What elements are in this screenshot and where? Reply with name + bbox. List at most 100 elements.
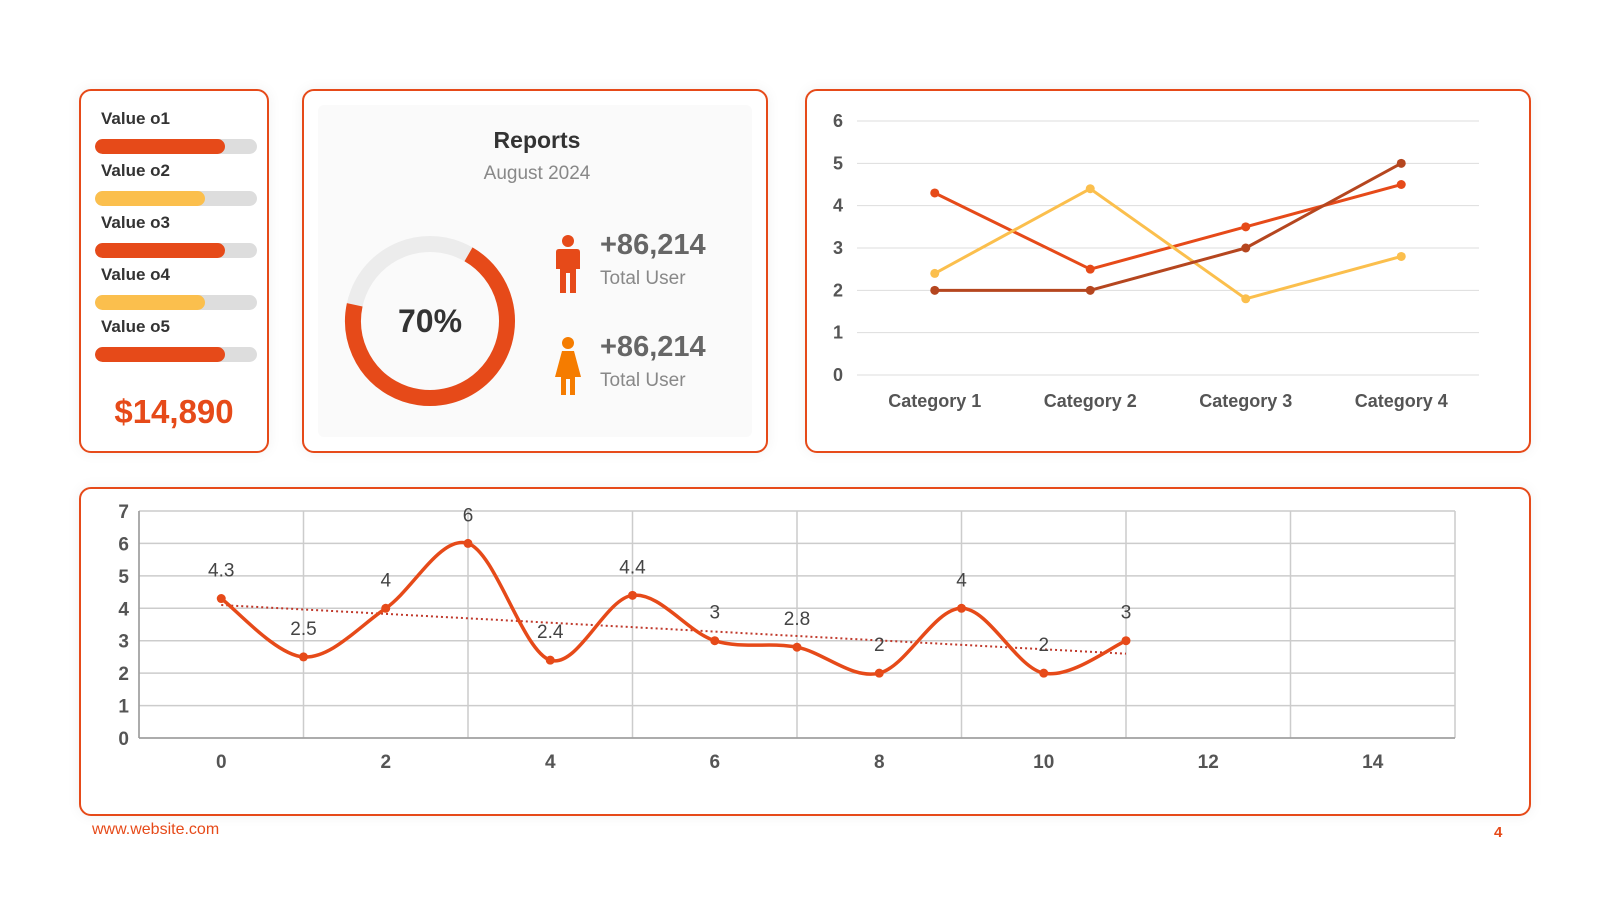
y-tick-label: 3 <box>833 238 843 258</box>
data-label: 3 <box>1121 603 1132 624</box>
x-tick-label: 6 <box>709 752 720 773</box>
data-point <box>1396 251 1406 261</box>
x-tick-label: 12 <box>1198 752 1219 773</box>
data-point <box>1241 222 1251 232</box>
data-point <box>1241 243 1251 253</box>
y-tick-label: 5 <box>118 567 129 588</box>
value-label: Value o4 <box>101 265 170 284</box>
data-label: 4 <box>380 570 391 591</box>
x-tick-label: 10 <box>1033 752 1054 773</box>
y-tick-label: 4 <box>118 599 129 620</box>
data-point <box>1039 668 1049 678</box>
value-progress-track <box>95 139 257 154</box>
value-label: Value o2 <box>101 161 170 180</box>
y-tick-label: 1 <box>118 697 129 718</box>
data-point <box>463 538 473 548</box>
y-tick-label: 6 <box>833 111 843 131</box>
value-progress-fill <box>95 347 225 362</box>
stat-label: Total User <box>600 370 686 391</box>
value-label: Value o3 <box>101 213 170 232</box>
value-progress-track <box>95 243 257 258</box>
total-amount: $14,890 <box>114 393 234 430</box>
donut-chart <box>345 236 515 406</box>
data-point <box>930 268 940 278</box>
footer-url[interactable]: www.website.com <box>92 821 220 838</box>
category-line-chart-card: 0 1 2 3 4 5 6 Category 1 Category 2 Category 3 Cat… <box>805 89 1531 453</box>
value-label: Value o1 <box>101 109 170 128</box>
x-tick-label: 4 <box>545 752 556 773</box>
data-point <box>216 594 226 604</box>
data-point <box>1085 264 1095 274</box>
stat-value: +86,214 <box>600 331 706 363</box>
trend-line-chart-card: 0 1 2 3 4 5 6 7 0 2 4 6 8 10 12 14 4.3 2.5 4 6 2.4 4.4 3 2.8 2 4 2… <box>79 487 1531 816</box>
series-line <box>934 162 1402 292</box>
category-line-chart: 0 1 2 3 4 5 6 Category 1 Category 2 Category 3 Cat… <box>833 111 1479 411</box>
data-point <box>381 603 391 613</box>
value-progress-fill <box>95 139 225 154</box>
data-point <box>1085 184 1095 194</box>
y-tick-label: 5 <box>833 153 843 173</box>
reports-subtitle: August 2024 <box>483 163 591 184</box>
series-line <box>934 187 1402 301</box>
series-line <box>934 183 1402 271</box>
value-progress-track <box>95 347 257 362</box>
stat-label: Total User <box>600 268 686 289</box>
female-user-icon <box>555 337 581 395</box>
data-point <box>792 642 802 652</box>
data-point <box>545 655 555 665</box>
y-tick-label: 2 <box>118 664 129 685</box>
x-tick-label: Category 3 <box>1199 391 1292 411</box>
data-label: 4 <box>956 570 967 591</box>
male-user-icon <box>556 235 580 293</box>
reports-card: Reports August 2024 70% +86,214 Total Us… <box>302 89 768 453</box>
x-tick-label: Category 1 <box>888 391 981 411</box>
value-progress-track <box>95 191 257 206</box>
data-point <box>1396 158 1406 168</box>
trend-line <box>221 604 1127 655</box>
data-label: 2 <box>1038 635 1049 656</box>
x-tick-label: Category 4 <box>1355 391 1448 411</box>
data-point <box>1085 285 1095 295</box>
data-label: 2.8 <box>784 609 810 630</box>
x-tick-label: 14 <box>1362 752 1384 773</box>
data-point <box>299 652 308 662</box>
value-progress-fill <box>95 191 206 206</box>
x-tick-label: Category 2 <box>1044 391 1137 411</box>
y-tick-label: 1 <box>833 323 843 343</box>
y-tick-label: 7 <box>118 502 129 523</box>
x-tick-label: 2 <box>380 752 391 773</box>
data-label: 4.3 <box>208 561 234 582</box>
x-tick-label: 0 <box>216 752 227 773</box>
stat-value: +86,214 <box>600 229 706 261</box>
data-point <box>710 636 720 646</box>
y-tick-label: 2 <box>833 280 843 300</box>
y-tick-label: 0 <box>833 365 843 385</box>
values-card: Value o1 Value o2 Value o3 Value o4 Valu… <box>79 89 269 453</box>
page-number: 4 <box>1494 824 1503 841</box>
y-tick-label: 0 <box>118 729 129 750</box>
reports-title: Reports <box>493 127 581 153</box>
y-tick-label: 4 <box>833 196 843 216</box>
data-point <box>957 603 966 613</box>
donut-progress-arc <box>345 236 515 406</box>
data-label: 6 <box>463 505 474 526</box>
data-point <box>930 188 940 198</box>
value-progress-track <box>95 295 257 310</box>
data-point <box>1396 180 1406 189</box>
data-label: 2.5 <box>290 619 316 640</box>
data-point <box>1241 294 1251 304</box>
donut-percent-label: 70% <box>397 303 463 339</box>
x-tick-label: 8 <box>874 752 885 773</box>
data-label: 3 <box>709 603 720 624</box>
value-label: Value o5 <box>101 317 170 336</box>
y-tick-label: 6 <box>118 534 129 555</box>
data-point <box>874 668 884 678</box>
data-point <box>628 590 637 600</box>
data-label: 2 <box>874 635 885 656</box>
data-point <box>930 285 940 295</box>
value-progress-fill <box>95 295 206 310</box>
data-label: 2.4 <box>537 622 564 643</box>
data-label: 4.4 <box>619 557 646 578</box>
y-tick-label: 3 <box>118 632 129 653</box>
